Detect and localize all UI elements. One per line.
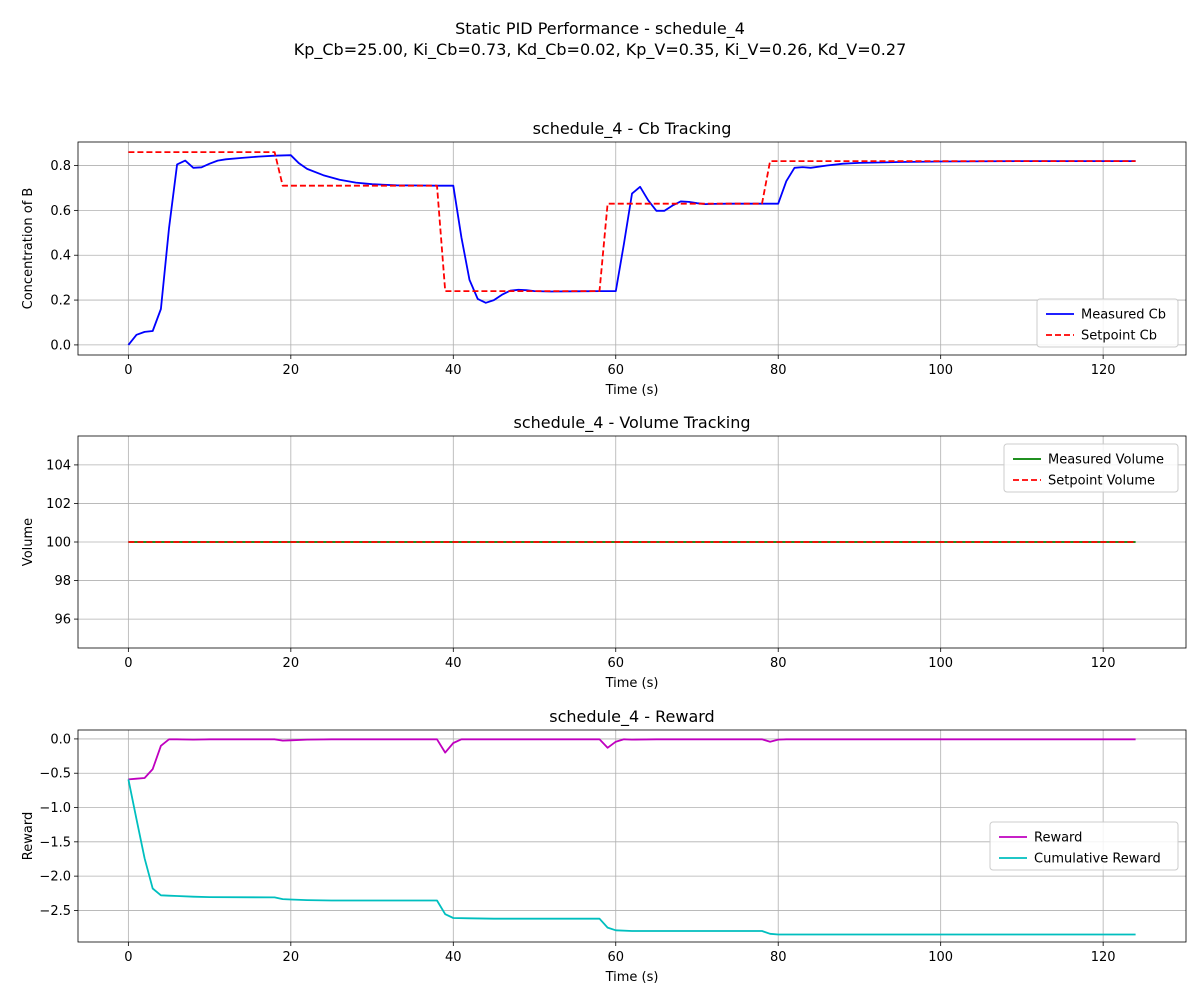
x-tick-label: 100 [928, 950, 953, 965]
x-tick-label: 120 [1091, 363, 1116, 378]
x-axis-label: Time (s) [605, 676, 659, 691]
x-tick-label: 60 [607, 656, 624, 671]
x-axis-label: Time (s) [605, 383, 659, 398]
grid [78, 142, 1186, 355]
legend: Reward Cumulative Reward [989, 821, 1179, 871]
y-tick-label: 96 [54, 613, 71, 628]
series-line-reward [128, 738, 1136, 781]
figure-title-line-1: Static PID Performance - schedule_4 [455, 19, 745, 39]
chart-title: schedule_4 - Reward [549, 707, 714, 727]
y-tick-label: 102 [46, 497, 71, 512]
y-tick-label: 0.2 [50, 294, 71, 309]
x-tick-label: 0 [124, 656, 132, 671]
chart-3: schedule_4 - Reward 0 20 40 60 80 100 120 0.0 −0.… [21, 707, 1187, 985]
y-tick-label: 0.4 [50, 249, 71, 264]
x-tick-label: 100 [928, 363, 953, 378]
plot-frame [77, 141, 1187, 356]
legend-label-cumulative-reward: Cumulative Reward [1034, 852, 1161, 867]
y-axis-label: Concentration of B [21, 188, 36, 310]
y-tick-label: 104 [46, 458, 71, 473]
y-axis-label: Volume [21, 518, 36, 566]
x-tick-label: 0 [124, 950, 132, 965]
legend-label-reward: Reward [1034, 831, 1082, 846]
figure-title-line-2: Kp_Cb=25.00, Ki_Cb=0.73, Kd_Cb=0.02, Kp_… [294, 40, 907, 60]
series-line-setpoint-cb [128, 151, 1136, 292]
x-axis-label: Time (s) [605, 970, 659, 985]
x-tick-label: 60 [607, 363, 624, 378]
legend-label-setpoint-cb: Setpoint Cb [1081, 329, 1157, 344]
series-line-cumulative-reward [127, 779, 1136, 936]
x-tick-label: 40 [445, 656, 462, 671]
legend: Measured Volume Setpoint Volume [1003, 443, 1179, 493]
plot-frame [77, 435, 1187, 649]
x-tick-label: 80 [770, 656, 787, 671]
x-tick-label: 80 [770, 363, 787, 378]
x-tick-label: 0 [124, 363, 132, 378]
y-tick-label: 98 [54, 574, 71, 589]
x-tick-label: 20 [283, 950, 300, 965]
chart-title: schedule_4 - Volume Tracking [513, 413, 750, 433]
chart-1: schedule_4 - Cb Tracking 0 20 40 60 80 100 120 0… [21, 119, 1187, 398]
series-line-measured-cb [127, 154, 1136, 346]
legend-label-measured-volume: Measured Volume [1048, 453, 1164, 468]
chart-2: schedule_4 - Volume Tracking 0 20 40 60 80 100… [21, 413, 1187, 691]
y-tick-label: 100 [46, 536, 71, 551]
x-tick-label: 20 [283, 363, 300, 378]
x-tick-label: 120 [1091, 950, 1116, 965]
y-tick-label: −2.5 [39, 904, 71, 919]
x-tick-label: 20 [283, 656, 300, 671]
y-tick-label: −0.5 [39, 767, 71, 782]
legend-label-setpoint-volume: Setpoint Volume [1048, 474, 1155, 489]
y-axis-label: Reward [21, 812, 36, 860]
y-tick-label: 0.6 [50, 204, 71, 219]
y-tick-label: 0.8 [50, 159, 71, 174]
legend-label-measured-cb: Measured Cb [1081, 308, 1166, 323]
x-tick-label: 80 [770, 950, 787, 965]
chart-title: schedule_4 - Cb Tracking [533, 119, 732, 139]
y-tick-label: −1.0 [39, 801, 71, 816]
plot-frame [77, 729, 1187, 943]
legend-box [989, 821, 1179, 871]
x-tick-label: 60 [607, 950, 624, 965]
y-tick-label: −1.5 [39, 835, 71, 850]
legend-box [1036, 298, 1179, 348]
y-tick-label: −2.0 [39, 870, 71, 885]
y-tick-label: 0.0 [50, 732, 71, 747]
y-tick-label: 0.0 [50, 338, 71, 353]
x-tick-label: 100 [928, 656, 953, 671]
x-tick-label: 120 [1091, 656, 1116, 671]
legend-box [1003, 443, 1179, 493]
x-tick-label: 40 [445, 950, 462, 965]
legend: Measured Cb Setpoint Cb [1036, 298, 1179, 348]
x-tick-label: 40 [445, 363, 462, 378]
